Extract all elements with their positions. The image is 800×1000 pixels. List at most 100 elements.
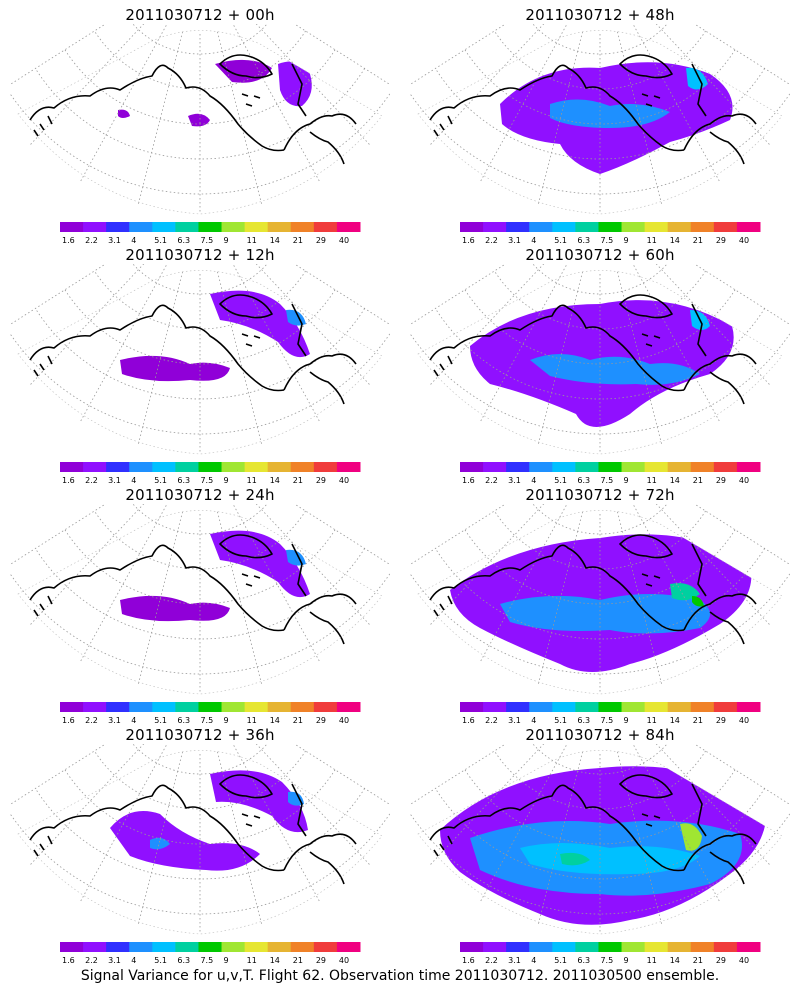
lat-lon-grid <box>10 264 390 454</box>
colorbar-tick-label: 4 <box>531 236 536 245</box>
colorbar-tick-label: 6.3 <box>577 716 590 725</box>
colorbar-tick-label: 5.1 <box>554 476 567 485</box>
colorbar-tick-label: 4 <box>131 956 136 965</box>
colorbar-swatch <box>83 462 107 472</box>
colorbar-swatch <box>621 702 646 712</box>
panel-title: 2011030712 + 36h <box>125 726 275 744</box>
colorbar-swatch <box>60 702 84 712</box>
colorbar-swatch <box>221 702 246 712</box>
colorbar-tick-label: 1.6 <box>462 956 475 965</box>
colorbar-tick-label: 29 <box>716 956 726 965</box>
colorbar-swatch <box>198 942 223 952</box>
colorbar-tick-label: 21 <box>293 716 303 725</box>
colorbar-swatch <box>506 462 530 472</box>
colorbar-tick-label: 29 <box>716 716 726 725</box>
colorbar-swatch <box>575 942 599 952</box>
colorbar-swatch <box>60 222 84 232</box>
forecast-panel: 2011030712 + 72h 1.6 2.2 3.1 4 5.1 6.3 7.5 9 11 14… <box>400 480 800 725</box>
colorbar-tick-label: 1.6 <box>462 476 475 485</box>
colorbar-swatch <box>460 222 484 232</box>
colorbar-swatch <box>483 942 507 952</box>
colorbar-swatch <box>644 222 669 232</box>
map-boundary <box>417 750 783 935</box>
colorbar-tick-label: 5.1 <box>154 236 167 245</box>
colorbar-tick-label: 1.6 <box>62 956 75 965</box>
coastline <box>29 54 357 165</box>
coastline <box>429 534 757 645</box>
colorbar-swatch <box>529 222 553 232</box>
colorbar-swatch <box>290 702 315 712</box>
colorbar-swatch <box>690 702 715 712</box>
colorbar-tick-label: 2.2 <box>485 716 498 725</box>
colorbar-tick-label: 29 <box>316 716 326 725</box>
colorbar-swatch <box>483 222 507 232</box>
colorbar-swatch <box>152 222 176 232</box>
variance-map <box>410 24 790 215</box>
colorbar-swatch <box>175 462 199 472</box>
colorbar-swatch <box>552 222 576 232</box>
coastline <box>429 774 757 885</box>
colorbar-swatch <box>221 942 246 952</box>
colorbar-swatch <box>575 702 599 712</box>
colorbar-tick-label: 7.5 <box>600 236 613 245</box>
colorbar: 1.6 2.2 3.1 4 5.1 6.3 7.5 9 11 14 21 29 40 <box>460 222 762 246</box>
colorbar-swatch <box>175 222 199 232</box>
lat-lon-grid <box>410 744 790 934</box>
colorbar-swatch <box>598 702 623 712</box>
colorbar-swatch <box>483 462 507 472</box>
colorbar-swatch <box>83 942 107 952</box>
colorbar-swatch <box>506 702 530 712</box>
forecast-panel: 2011030712 + 48h 1.6 2.2 3.1 4 5.1 6.3 7.5 9 11 14… <box>400 0 800 245</box>
figure-caption: Signal Variance for u,v,T. Flight 62. Ob… <box>80 968 720 984</box>
colorbar-swatch <box>267 222 292 232</box>
colorbar-tick-label: 3.1 <box>508 716 521 725</box>
variance-region <box>210 290 310 358</box>
colorbar-swatch <box>129 942 153 952</box>
colorbar-swatch <box>152 462 176 472</box>
lat-lon-grid <box>10 504 390 694</box>
colorbar-swatch <box>644 702 669 712</box>
colorbar-swatch <box>267 702 292 712</box>
colorbar-swatch <box>713 222 738 232</box>
colorbar-tick-label: 3.1 <box>108 716 121 725</box>
colorbar-swatch <box>621 222 646 232</box>
coastline <box>429 54 757 165</box>
colorbar-swatch <box>506 222 530 232</box>
lat-lon-grid <box>410 264 790 454</box>
colorbar-tick-label: 6.3 <box>177 716 190 725</box>
variance-region <box>686 67 708 90</box>
variance-map <box>10 24 390 215</box>
colorbar-tick-label: 1.6 <box>462 236 475 245</box>
colorbar-tick-label: 4 <box>531 716 536 725</box>
map-boundary <box>17 750 383 935</box>
variance-region <box>680 823 702 851</box>
colorbar-swatch <box>621 462 646 472</box>
colorbar-tick-label: 2.2 <box>485 476 498 485</box>
colorbar-tick-label: 11 <box>647 716 657 725</box>
colorbar-swatch <box>690 942 715 952</box>
colorbar-swatch <box>336 222 361 232</box>
colorbar: 1.6 2.2 3.1 4 5.1 6.3 7.5 9 11 14 21 29 40 <box>460 942 762 966</box>
colorbar-swatch <box>152 942 176 952</box>
map-boundary <box>417 270 783 455</box>
colorbar-swatch <box>290 942 315 952</box>
colorbar-tick-label: 14 <box>670 476 680 485</box>
colorbar-tick-label: 14 <box>270 476 280 485</box>
colorbar-swatch <box>736 942 761 952</box>
colorbar-tick-label: 21 <box>693 956 703 965</box>
colorbar-swatch <box>336 702 361 712</box>
colorbar-tick-label: 11 <box>247 956 257 965</box>
colorbar-tick-label: 2.2 <box>85 716 98 725</box>
colorbar-tick-label: 21 <box>293 476 303 485</box>
colorbar-swatch <box>460 702 484 712</box>
colorbar-tick-label: 2.2 <box>85 236 98 245</box>
colorbar-swatch <box>60 462 84 472</box>
colorbar-swatch <box>713 702 738 712</box>
colorbar-tick-label: 9 <box>624 476 629 485</box>
colorbar-swatch <box>644 942 669 952</box>
colorbar-tick-label: 7.5 <box>200 236 213 245</box>
colorbar-tick-label: 40 <box>739 956 749 965</box>
colorbar: 1.6 2.2 3.1 4 5.1 6.3 7.5 9 11 14 21 29 40 <box>60 462 362 486</box>
colorbar-swatch <box>221 462 246 472</box>
colorbar-tick-label: 14 <box>670 716 680 725</box>
